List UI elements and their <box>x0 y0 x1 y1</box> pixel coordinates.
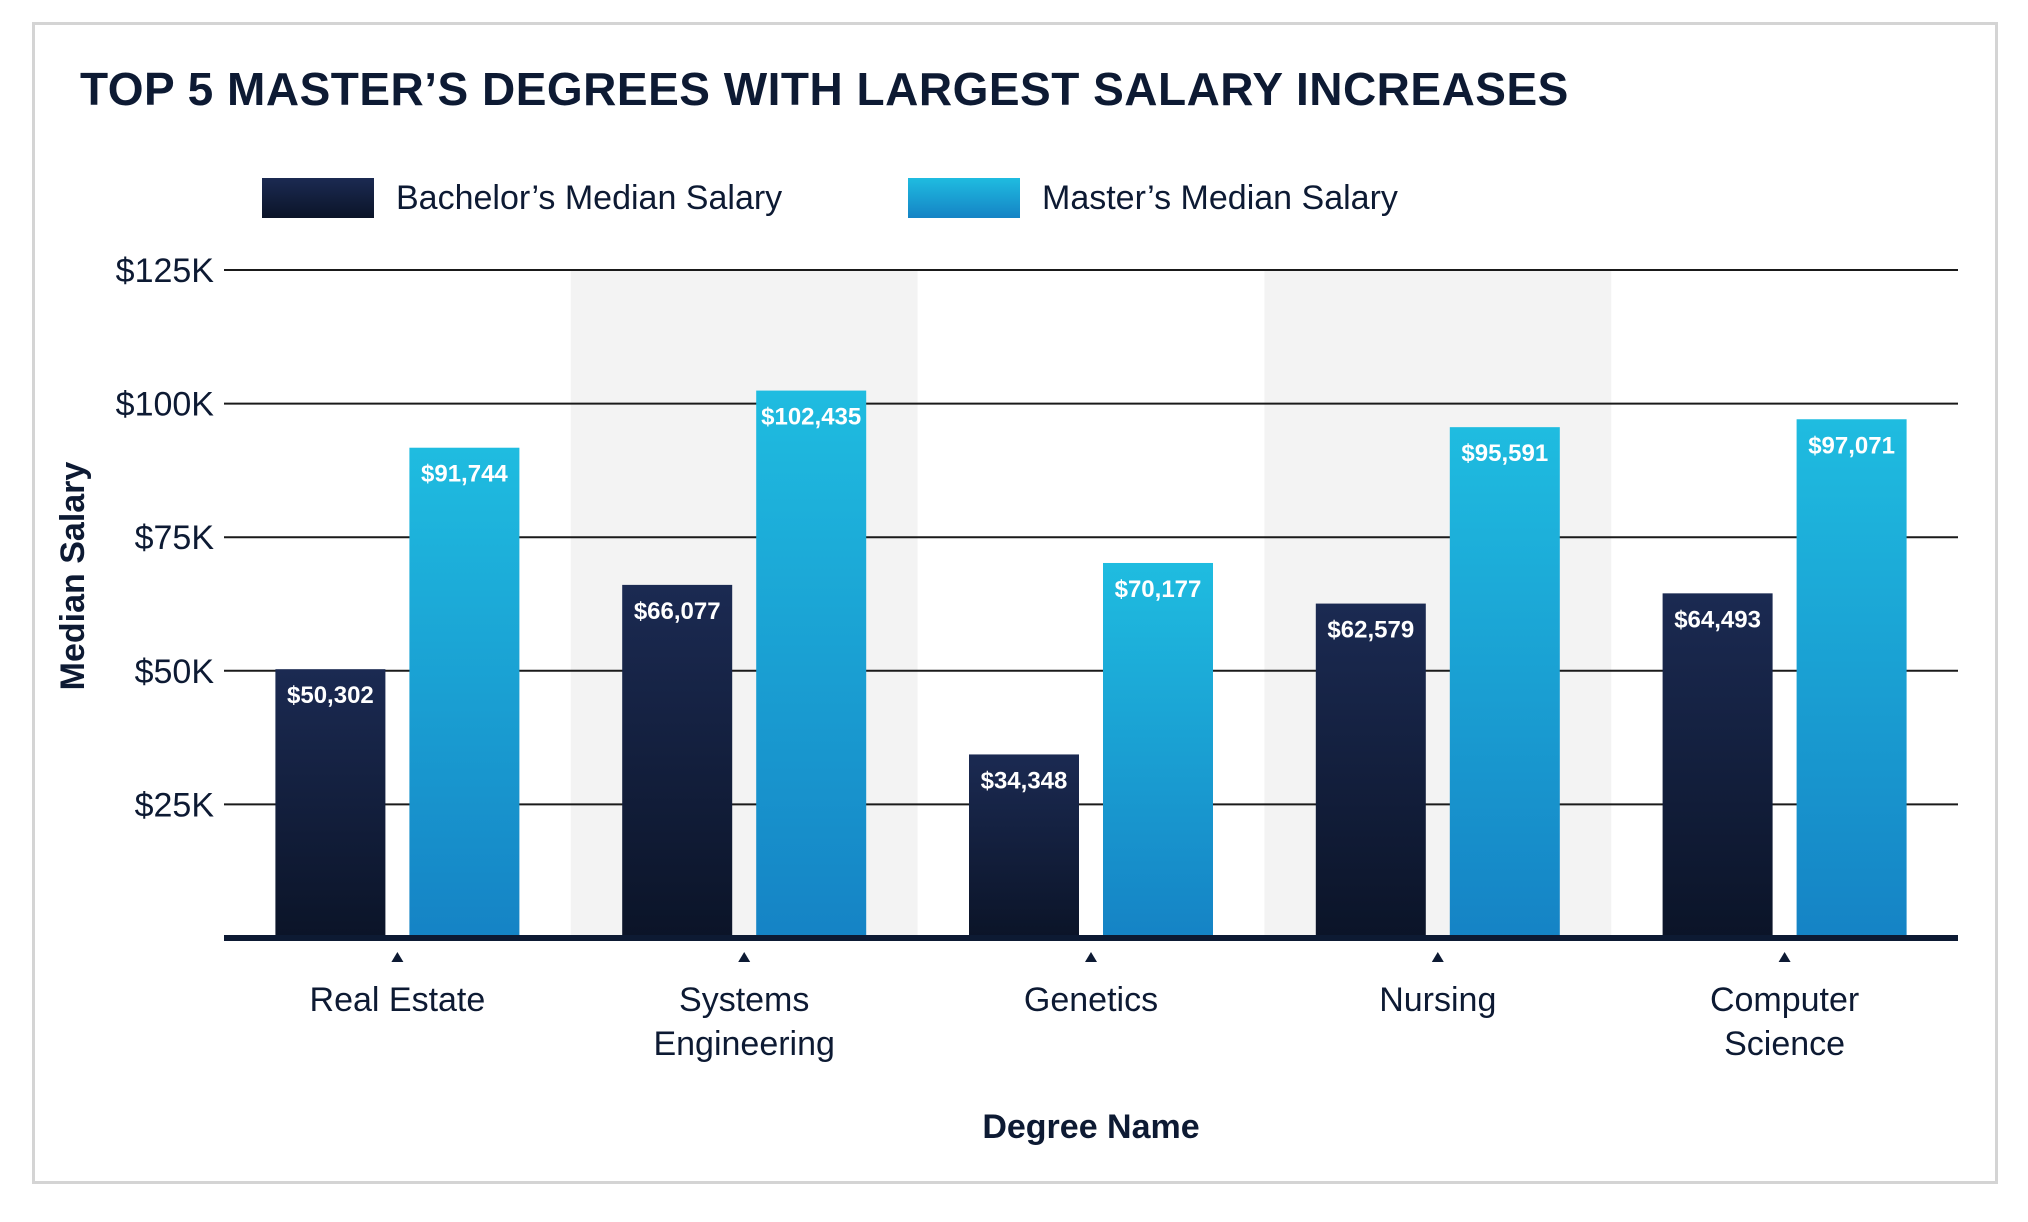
x-tick-label: Science <box>1724 1025 1845 1063</box>
data-label: $70,177 <box>1115 576 1202 603</box>
data-label: $50,302 <box>287 682 374 709</box>
x-tick-label: Real Estate <box>310 981 486 1019</box>
legend-swatch-bachelors <box>262 178 374 218</box>
y-tick-label: $100K <box>116 386 215 424</box>
data-label: $97,071 <box>1808 432 1895 459</box>
x-tick-label: Nursing <box>1379 981 1496 1019</box>
legend-item-bachelors: Bachelor’s Median Salary <box>262 178 782 218</box>
y-tick-label: $25K <box>135 786 215 824</box>
data-label: $34,348 <box>981 767 1068 794</box>
data-label: $91,744 <box>421 461 508 488</box>
x-tick-label: Engineering <box>653 1025 834 1063</box>
x-axis-title: Degree Name <box>982 1108 1199 1146</box>
data-label: $102,435 <box>761 404 861 431</box>
data-label: $66,077 <box>634 598 721 625</box>
y-tick-label: $50K <box>135 653 215 691</box>
data-label: $62,579 <box>1327 617 1414 644</box>
data-label: $95,591 <box>1461 440 1548 467</box>
y-axis-title: Median Salary <box>54 462 92 691</box>
x-tick-marker <box>1431 952 1444 962</box>
bar-bachelors <box>1315 603 1426 938</box>
bar-bachelors <box>1662 593 1773 938</box>
chart-title: TOP 5 MASTER’S DEGREES WITH LARGEST SALA… <box>80 63 1569 115</box>
x-tick-marker <box>738 952 751 962</box>
bar-masters <box>756 390 867 938</box>
y-tick-label: $125K <box>116 252 215 290</box>
legend-swatch-masters <box>908 178 1020 218</box>
bar-bachelors <box>622 584 733 938</box>
legend-label-masters: Master’s Median Salary <box>1042 178 1398 217</box>
x-tick-marker <box>1085 952 1097 962</box>
x-tick-marker <box>1778 952 1791 962</box>
x-tick-marker <box>391 952 404 962</box>
legend-item-masters: Master’s Median Salary <box>908 178 1398 218</box>
data-label: $64,493 <box>1674 606 1761 633</box>
bar-masters <box>1449 427 1560 938</box>
x-tick-label: Computer <box>1710 981 1859 1019</box>
legend-label-bachelors: Bachelor’s Median Salary <box>396 178 783 217</box>
x-tick-label: Systems <box>679 981 809 1019</box>
bar-masters <box>409 447 520 938</box>
bar-masters <box>1796 419 1907 938</box>
bar-bachelors <box>275 669 386 938</box>
bar-masters <box>1103 562 1213 938</box>
y-tick-label: $75K <box>135 519 215 557</box>
bar-bachelors <box>969 754 1079 938</box>
x-tick-label: Genetics <box>1024 981 1158 1019</box>
